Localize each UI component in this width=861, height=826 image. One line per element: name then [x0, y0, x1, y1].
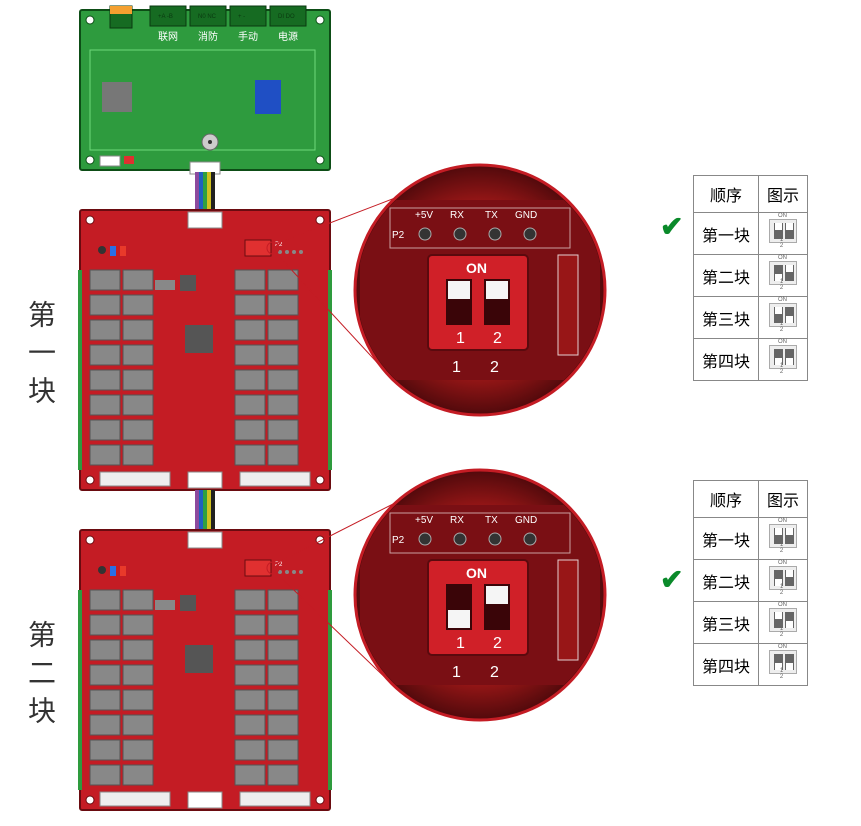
- config-table-1: 顺序 图示 第一块 ON1 2 第二块 ON1 2 第三块 ON1 2 第四块 …: [693, 175, 808, 381]
- dip-icon: ON1 2: [769, 219, 797, 243]
- relay-board-2: P2: [78, 530, 332, 810]
- dip-icon: ON1 2: [769, 261, 797, 285]
- svg-text:GND: GND: [515, 515, 537, 526]
- dip-icon: ON1 2: [769, 608, 797, 632]
- table-row: 第三块 ON1 2: [694, 602, 808, 644]
- svg-text:N0 NC: N0 NC: [198, 14, 217, 20]
- svg-text:2: 2: [490, 359, 499, 376]
- svg-text:2: 2: [490, 664, 499, 681]
- pin-label-0: +5V: [415, 210, 433, 221]
- svg-text:TX: TX: [485, 515, 498, 526]
- board-2-label: 第二块: [20, 620, 60, 734]
- config-table-2: 顺序 图示 第一块 ON1 2 第二块 ON1 2 第三块 ON1 2 第四块 …: [693, 480, 808, 686]
- checkmark-1: ✔: [660, 210, 683, 243]
- dip-icon: ON1 2: [769, 345, 797, 369]
- dip-icon: ON1 2: [769, 566, 797, 590]
- svg-text:1: 1: [456, 635, 465, 652]
- dip1-num1: 1: [456, 330, 465, 347]
- relay-board-1: P2: [78, 210, 332, 490]
- svg-text:DI DO: DI DO: [278, 14, 295, 20]
- term-label-2: 手动: [238, 30, 258, 43]
- controller-board: 联网 消防 手动 电源 +A -B N0 NC + - DI DO: [80, 6, 330, 174]
- dip-icon: ON1 2: [769, 524, 797, 548]
- table-row: 第四块 ON1 2: [694, 339, 808, 381]
- ribbon-cable-1: [195, 172, 215, 212]
- port-label-1: P2: [392, 230, 405, 241]
- detail-circle-2: +5V RX TX GND P2 ON 1 2 1 2: [355, 470, 605, 720]
- svg-text:RX: RX: [450, 515, 464, 526]
- dip-icon: ON1 2: [769, 650, 797, 674]
- hdr-diagram: 图示: [759, 176, 808, 213]
- svg-text:+A -B: +A -B: [158, 14, 173, 20]
- table-row: 第一块 ON1 2: [694, 213, 808, 255]
- table-row: 第二块 ON1 2: [694, 255, 808, 297]
- svg-text:+ -: + -: [238, 14, 245, 20]
- pin-label-1: RX: [450, 210, 464, 221]
- on-label-1: ON: [466, 260, 487, 276]
- svg-text:1: 1: [452, 664, 461, 681]
- ribbon-cable-2: [195, 490, 215, 532]
- term-label-3: 电源: [278, 30, 298, 43]
- term-label-1: 消防: [198, 30, 218, 43]
- table-row: 第二块 ON1 2: [694, 560, 808, 602]
- svg-text:+5V: +5V: [415, 515, 433, 526]
- svg-text:ON: ON: [466, 565, 487, 581]
- detail-circle-1: +5V RX TX GND P2 ON 1 2: [355, 165, 605, 415]
- term-label-0: 联网: [158, 31, 178, 43]
- pin-label-2: TX: [485, 210, 498, 221]
- svg-text:P2: P2: [392, 535, 405, 546]
- checkmark-2: ✔: [660, 563, 683, 596]
- dip-icon: ON1 2: [769, 303, 797, 327]
- board-1-label: 第一块: [20, 300, 60, 414]
- table-row: 第三块 ON1 2: [694, 297, 808, 339]
- table-row: 第四块 ON1 2: [694, 644, 808, 686]
- svg-text:1: 1: [452, 359, 461, 376]
- dip1-num2: 2: [493, 330, 502, 347]
- table-row: 第一块 ON1 2: [694, 518, 808, 560]
- svg-text:2: 2: [493, 635, 502, 652]
- hdr-order: 顺序: [694, 176, 759, 213]
- pin-label-3: GND: [515, 210, 537, 221]
